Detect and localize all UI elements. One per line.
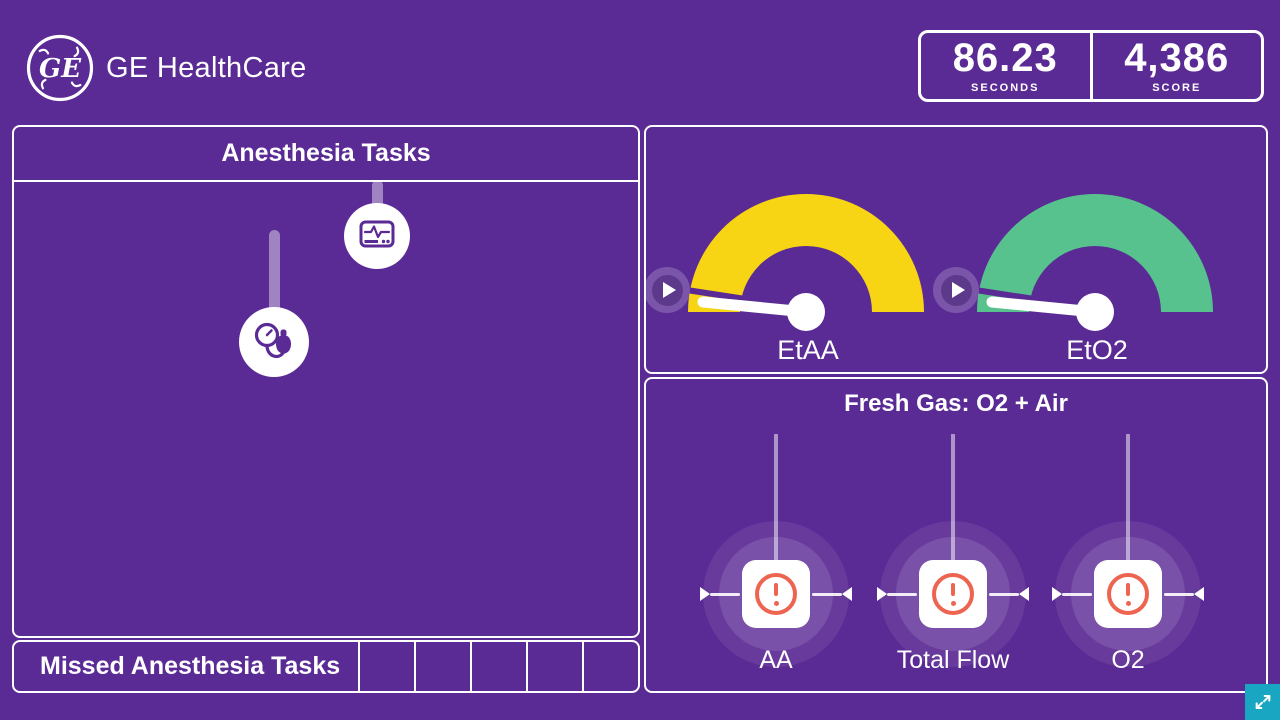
channel-total-flow: Total Flow [873,379,1033,690]
task-blood-pressure[interactable] [239,307,309,377]
channel-aa: AA [696,379,856,690]
arrow-left-icon [842,587,852,601]
channel-aa-label: AA [759,646,793,674]
arrow-line [812,592,842,596]
arrow-left-icon [1019,587,1029,601]
arrow-right-icon [700,587,710,601]
arrow-line [989,592,1019,596]
play-icon [651,274,683,306]
missed-task-slot [414,642,470,691]
timer-value: 86.23 [952,36,1058,80]
etaa-gauge-label: EtAA [777,335,839,365]
missed-tasks-panel: Missed Anesthesia Tasks [12,640,640,693]
task-ecg-monitor[interactable] [344,203,410,269]
o2-alert-button[interactable] [1094,560,1162,628]
missed-task-slot [582,642,638,691]
etaa-gauge [679,194,924,331]
eto2-play-button[interactable] [933,267,979,313]
eto2-gauge [968,194,1213,331]
play-icon [940,274,972,306]
arrow-line [1164,592,1194,596]
channel-o2-label: O2 [1111,646,1145,674]
arrow-left-icon [1194,587,1204,601]
channel-stem [774,434,778,597]
task-stem [269,230,280,348]
arrow-line [710,592,740,596]
brand-name: GE HealthCare [106,52,307,84]
svg-text:GE: GE [39,54,82,84]
arrow-line [1062,592,1092,596]
fresh-gas-title: Fresh Gas: O2 + Air [844,390,1068,417]
score-stat: 4,386 SCORE [1089,33,1262,99]
missed-task-slot [358,642,414,691]
blood-pressure-cuff-icon [254,322,291,359]
channel-stem [951,434,955,597]
eto2-gauge-label: EtO2 [1066,335,1128,365]
arrow-line [887,592,917,596]
total-flow-alert-button[interactable] [919,560,987,628]
etaa-play-button[interactable] [644,267,690,313]
score-value: 4,386 [1124,36,1230,80]
ecg-monitor-icon [359,220,395,248]
timer-stat: 86.23 SECONDS [921,33,1090,99]
arrow-right-icon [1052,587,1062,601]
gauges-panel: EtAA EtO2 [644,125,1268,374]
channel-total-flow-label: Total Flow [896,646,1010,674]
timer-label: SECONDS [971,82,1040,94]
anesthesia-tasks-title: Anesthesia Tasks [14,127,638,182]
eto2-gauge-hub [1076,293,1114,331]
ge-logo-icon: GE [26,34,94,102]
expand-icon [1255,695,1270,709]
exclamation-circle-icon [755,573,797,615]
channel-o2: O2 [1048,379,1208,690]
score-label: SCORE [1152,82,1202,94]
missed-task-slot [470,642,526,691]
aa-alert-button[interactable] [742,560,810,628]
etaa-gauge-arc [688,194,924,312]
missed-tasks-title: Missed Anesthesia Tasks [40,652,341,680]
stats-box: 86.23 SECONDS 4,386 SCORE [918,30,1264,102]
exclamation-circle-icon [932,573,974,615]
channel-stem [1126,434,1130,597]
fresh-gas-panel: Fresh Gas: O2 + Air AA [644,377,1268,693]
missed-task-slot [526,642,582,691]
eto2-gauge-arc [977,194,1213,312]
arrow-right-icon [877,587,887,601]
exclamation-circle-icon [1107,573,1149,615]
anesthesia-tasks-panel: Anesthesia Tasks [12,125,640,638]
etaa-gauge-hub [787,293,825,331]
fullscreen-button[interactable] [1245,684,1280,720]
